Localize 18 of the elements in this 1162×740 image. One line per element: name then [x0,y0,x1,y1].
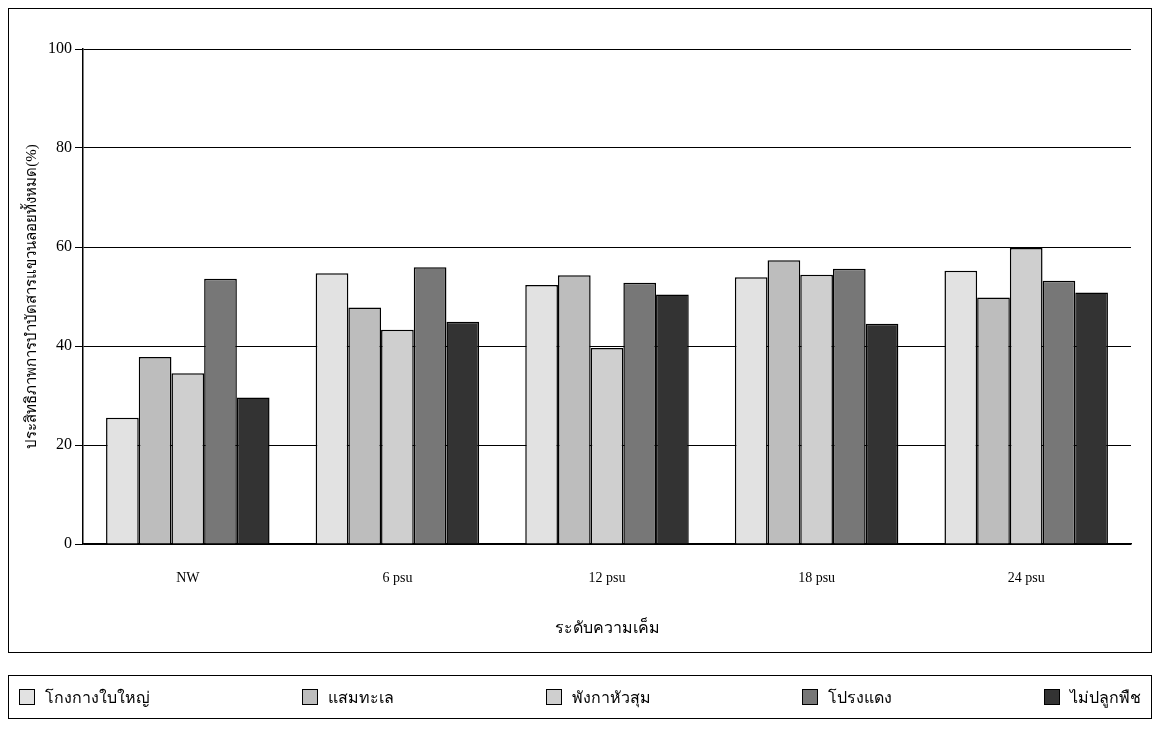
legend-label: พังกาหัวสุม [571,686,651,710]
y-tick-label: 20 [56,435,72,453]
y-tick-label: 100 [48,39,72,57]
y-tick-label: 40 [56,336,72,354]
y-tick-label: 60 [56,237,72,255]
x-axis-title: ระดับความเค็ม [554,616,660,636]
y-tick-label: 0 [64,534,72,552]
y-tick-label: 80 [56,138,72,156]
legend-label: โปรงแดง [828,686,893,709]
x-tick-label: 18 psu [798,570,836,586]
x-tick-label: 24 psu [1007,570,1045,586]
x-tick-label: 6 psu [382,570,413,586]
y-axis-title: ประสิทธิภาพการบำบัดสารแขวนลอยทั้งหมด(%) [19,144,40,449]
legend-label: ไม่ปลูกพืช [1070,686,1141,710]
legend-label: โกงกางใบใหญ่ [45,686,150,709]
x-tick-label: NW [176,570,201,586]
x-tick-label: 12 psu [588,570,626,586]
legend-label: แสมทะเล [327,686,394,709]
